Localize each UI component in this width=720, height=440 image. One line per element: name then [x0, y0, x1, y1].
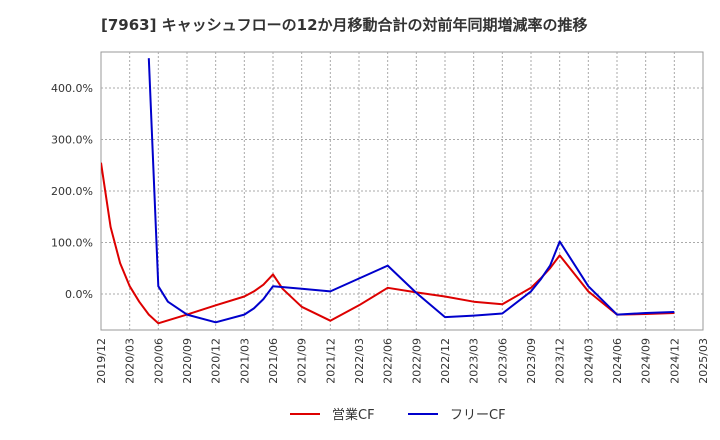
legend-label: 営業CF [332, 407, 375, 423]
series-line-free-cf [147, 58, 675, 324]
x-tick-label: 2021/12 [324, 338, 337, 384]
x-tick-label: 2021/06 [267, 338, 280, 384]
legend-label: フリーCF [450, 408, 506, 423]
x-tick-label: 2022/09 [410, 338, 423, 384]
x-tick-label: 2020/12 [210, 338, 223, 384]
x-tick-label: 2024/06 [611, 338, 624, 384]
x-tick-label: 2023/09 [525, 338, 538, 384]
x-tick-label: 2025/03 [697, 338, 710, 384]
x-tick-label: 2024/12 [668, 338, 681, 384]
series-line-operating-cf [101, 162, 675, 325]
x-tick-label: 2020/09 [181, 338, 194, 384]
chart-title: [7963] キャッシュフローの12か月移動合計の対前年同期増減率の推移 [101, 16, 588, 34]
x-tick-label: 2020/03 [124, 338, 137, 384]
x-tick-label: 2024/03 [582, 338, 595, 384]
y-tick-label: 300.0% [51, 134, 93, 147]
x-tick-label: 2022/06 [382, 338, 395, 384]
x-tick-label: 2024/09 [640, 338, 653, 384]
x-tick-label: 2023/03 [468, 338, 481, 384]
y-tick-label: 200.0% [51, 185, 93, 198]
x-tick-label: 2023/06 [496, 338, 509, 384]
x-tick-label: 2022/03 [353, 338, 366, 384]
x-tick-label: 2023/12 [554, 338, 567, 384]
y-tick-label: 400.0% [51, 82, 93, 95]
y-tick-label: 100.0% [51, 236, 93, 249]
x-tick-label: 2021/09 [296, 338, 309, 384]
x-tick-label: 2019/12 [95, 338, 108, 384]
y-tick-label: 0.0% [65, 288, 93, 301]
x-tick-label: 2020/06 [152, 338, 165, 384]
x-tick-label: 2021/03 [238, 338, 251, 384]
x-tick-label: 2022/12 [439, 338, 452, 384]
